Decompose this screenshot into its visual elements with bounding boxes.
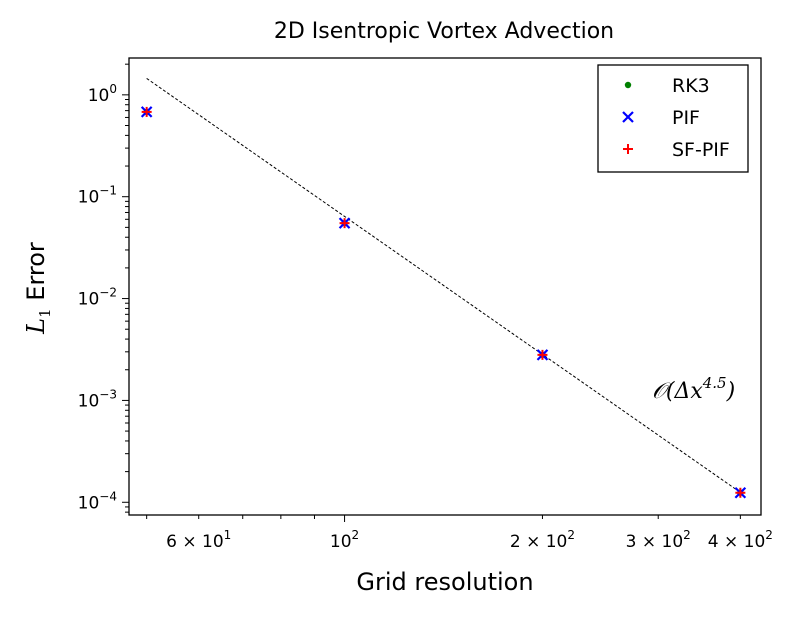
legend: RK3 PIF SF-PIF <box>597 64 749 173</box>
legend-entry-rk3: RK3 <box>624 75 710 97</box>
y-tick-label-4: 10−4 <box>78 489 117 513</box>
annotation-suffix: ) <box>726 379 736 404</box>
legend-marker-sf-pif <box>623 144 633 154</box>
x-tick-label-400-exp: 2 <box>765 528 773 542</box>
x-tick-label-100: 102 <box>330 528 359 552</box>
y-tick-label-3-exp: −3 <box>99 387 117 401</box>
reference-line-layer <box>146 77 741 493</box>
reference-line <box>146 77 741 493</box>
y-axis-label: L1 Error <box>22 242 54 335</box>
y-tick-label-2-exp: −2 <box>99 286 117 300</box>
y-tick-label-3-base: 10 <box>78 391 100 411</box>
x-tick-label-300-base: 3 × 10 <box>626 532 684 552</box>
y-tick-label-1: 10−1 <box>78 184 117 208</box>
legend-entry-sf-pif: SF-PIF <box>623 139 730 161</box>
x-tick-label-300: 3 × 102 <box>626 528 691 552</box>
y-tick-label-2-base: 10 <box>78 290 100 310</box>
y-tick-label-4-exp: −4 <box>99 489 117 503</box>
y-tick-label-0-exp: 0 <box>109 82 117 96</box>
x-tick-label-400-base: 4 × 10 <box>708 532 766 552</box>
point-sf-pif-2 <box>537 349 548 360</box>
legend-label-rk3: RK3 <box>672 75 710 97</box>
x-tick-label-60-exp: 1 <box>224 528 232 542</box>
y-tick-label-1-exp: −1 <box>99 184 117 198</box>
legend-marker-rk3 <box>624 81 632 89</box>
legend-label-pif: PIF <box>672 107 700 129</box>
point-sf-pif-3 <box>735 487 746 498</box>
legend-entries: RK3 PIF SF-PIF <box>622 75 730 161</box>
x-tick-label-200-base: 2 × 10 <box>510 532 568 552</box>
y-tick-label-0: 100 <box>88 82 117 106</box>
x-tick-label-200-exp: 2 <box>567 528 575 542</box>
x-tick-label-400: 4 × 102 <box>708 528 773 552</box>
x-tick-label-200: 2 × 102 <box>510 528 575 552</box>
x-axis-label: Grid resolution <box>356 568 533 596</box>
annotation-exponent: 4.5 <box>702 374 727 392</box>
annotation-base: 𝒪(Δx <box>652 379 703 404</box>
chart-title: 2D Isentropic Vortex Advection <box>274 19 614 44</box>
y-tick-label-3: 10−3 <box>78 387 117 411</box>
x-tick-label-100-base: 10 <box>330 532 352 552</box>
point-sf-pif-1 <box>339 218 350 229</box>
legend-marker-pif-stroke-b <box>622 111 634 123</box>
y-tick-label-4-base: 10 <box>78 493 100 513</box>
y-tick-label-2: 10−2 <box>78 286 117 310</box>
legend-label-sf-pif: SF-PIF <box>672 139 730 161</box>
x-axis: 6 × 101 102 2 × 102 3 × 102 4 × 102 <box>146 515 773 552</box>
data-points-layer <box>140 106 747 499</box>
y-tick-label-1-base: 10 <box>78 188 100 208</box>
legend-marker-pif <box>622 111 634 123</box>
point-sf-pif-0 <box>141 106 152 117</box>
x-tick-label-300-exp: 2 <box>683 528 691 542</box>
x-tick-label-100-exp: 2 <box>352 528 360 542</box>
legend-box <box>597 64 749 173</box>
x-tick-label-60-base: 6 × 10 <box>166 532 224 552</box>
plot-frame <box>128 57 762 516</box>
order-annotation: 𝒪(Δx4.5) <box>652 374 735 404</box>
y-tick-label-0-base: 10 <box>88 86 110 106</box>
series-sf-pif <box>141 106 746 498</box>
legend-entry-pif: PIF <box>622 107 700 129</box>
x-tick-label-60: 6 × 101 <box>166 528 231 552</box>
